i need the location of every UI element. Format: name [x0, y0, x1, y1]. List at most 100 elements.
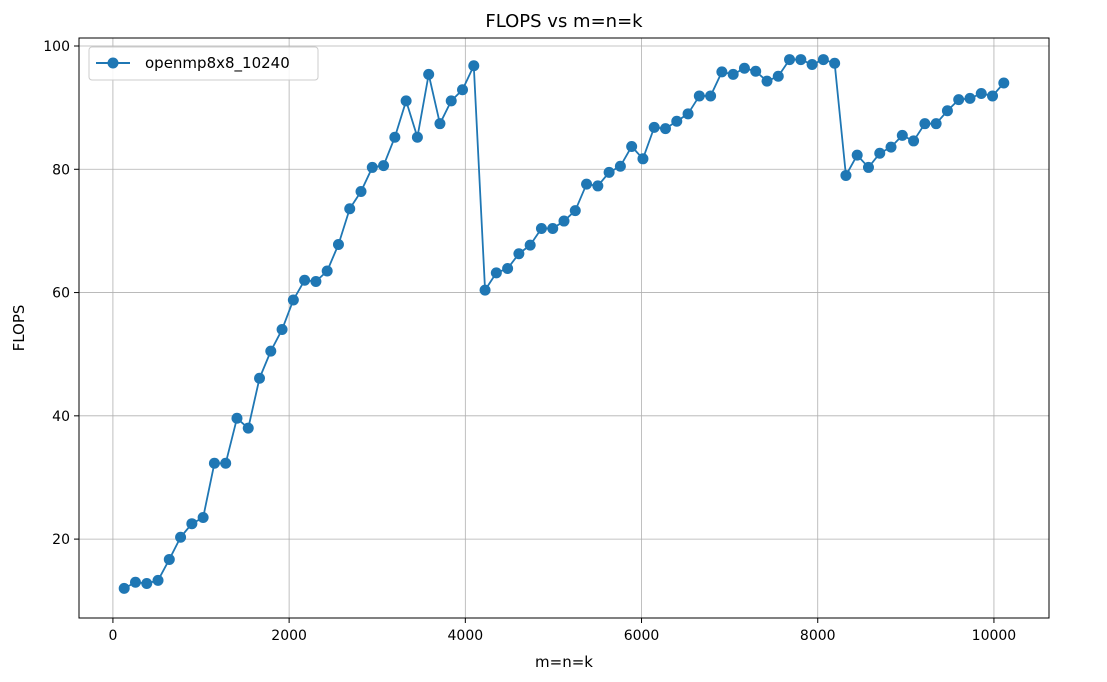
data-point — [693, 90, 705, 102]
data-point — [626, 140, 638, 152]
data-point — [998, 77, 1010, 89]
data-point — [908, 135, 920, 147]
data-point — [400, 95, 412, 107]
data-point — [817, 54, 829, 66]
data-point — [851, 149, 863, 161]
data-point — [457, 84, 469, 96]
legend-box — [88, 46, 319, 81]
data-point — [389, 131, 401, 143]
data-point — [479, 284, 491, 296]
data-point — [603, 166, 615, 178]
data-point — [987, 90, 999, 102]
data-point — [287, 294, 299, 306]
data-point — [885, 141, 897, 153]
grid-lines — [79, 38, 1049, 618]
data-point — [761, 75, 773, 87]
data-point — [378, 160, 390, 172]
x-tick-label: 2000 — [271, 628, 307, 644]
data-point — [874, 147, 886, 159]
y-tick-label: 60 — [52, 286, 70, 302]
data-point — [671, 115, 683, 127]
data-point — [896, 129, 908, 141]
series-line-0 — [123, 58, 1005, 590]
x-tick-label: 10000 — [972, 628, 1017, 644]
plot-frame — [78, 37, 1050, 619]
data-point — [705, 90, 717, 102]
data-point — [332, 238, 344, 250]
data-point — [175, 531, 187, 543]
data-point — [208, 457, 220, 469]
legend-entry-label: openmp8x8_10240 — [145, 54, 290, 73]
data-point — [355, 185, 367, 197]
data-point — [547, 222, 559, 234]
data-point — [716, 66, 728, 78]
data-point — [118, 582, 130, 594]
x-axis-label: m=n=k — [535, 653, 593, 671]
data-point — [129, 576, 141, 588]
y-tick-label: 40 — [52, 409, 70, 425]
data-point — [163, 553, 175, 565]
y-axis-label: FLOPS — [10, 305, 28, 352]
data-point — [637, 153, 649, 165]
data-point — [862, 161, 874, 173]
data-point — [581, 178, 593, 190]
data-point — [276, 324, 288, 336]
data-point — [784, 54, 796, 66]
data-point — [535, 222, 547, 234]
data-point — [299, 274, 311, 286]
data-point — [445, 95, 457, 107]
data-point — [975, 87, 987, 99]
data-point — [220, 457, 232, 469]
x-tick-label: 4000 — [448, 628, 484, 644]
x-tick-label: 6000 — [624, 628, 660, 644]
data-point — [411, 131, 423, 143]
data-point — [614, 160, 626, 172]
data-point — [513, 248, 525, 260]
data-point — [310, 275, 322, 287]
x-tick-label: 0 — [108, 628, 117, 644]
data-point — [434, 118, 446, 130]
data-point — [490, 267, 502, 279]
data-point — [141, 577, 153, 589]
data-point — [919, 118, 931, 130]
data-point — [750, 65, 762, 77]
data-point — [840, 169, 852, 181]
data-point — [682, 108, 694, 120]
data-point — [524, 239, 536, 251]
axis-ticks: 0 2000 4000 6000 8000 10000 20 40 60 80 100 — [43, 39, 1016, 644]
data-point — [502, 263, 514, 275]
data-point — [569, 205, 581, 217]
data-point — [806, 59, 818, 71]
x-tick-label: 8000 — [800, 628, 836, 644]
data-point — [930, 118, 942, 130]
data-point — [659, 123, 671, 135]
data-point — [592, 180, 604, 192]
data-point — [321, 265, 333, 277]
series-layer — [118, 54, 1010, 594]
data-point — [772, 70, 784, 82]
y-tick-label: 80 — [52, 162, 70, 178]
data-point — [964, 92, 976, 104]
data-point — [941, 105, 953, 117]
data-point — [829, 57, 841, 69]
data-point — [231, 412, 243, 424]
data-point — [254, 372, 266, 384]
data-point — [152, 574, 164, 586]
data-point — [265, 345, 277, 357]
chart-title: FLOPS vs m=n=k — [485, 11, 643, 32]
data-point — [366, 161, 378, 173]
data-point — [795, 54, 807, 66]
y-tick-label: 20 — [52, 532, 70, 548]
legend-marker-swatch — [107, 57, 119, 69]
data-point — [242, 422, 254, 434]
y-tick-label: 100 — [43, 39, 70, 55]
data-point — [344, 203, 356, 215]
data-point — [738, 62, 750, 74]
data-point — [468, 60, 480, 72]
data-point — [423, 68, 435, 80]
data-point — [197, 512, 209, 524]
data-point — [727, 68, 739, 80]
data-point — [558, 215, 570, 227]
data-point — [186, 518, 198, 530]
